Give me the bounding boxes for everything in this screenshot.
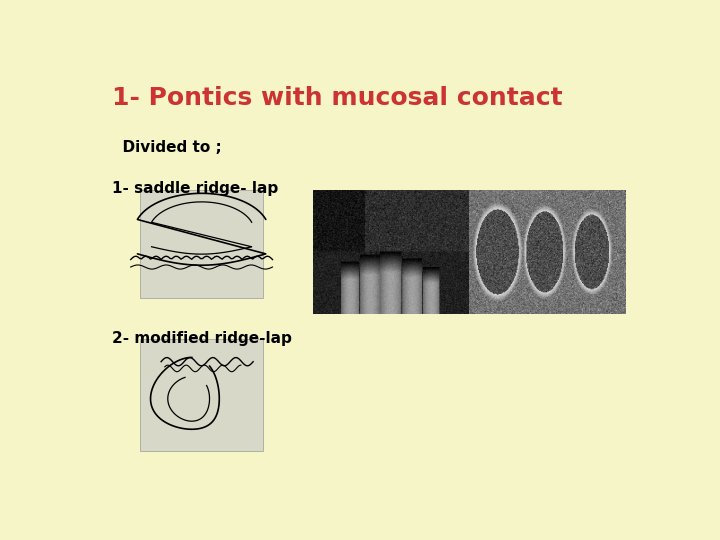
Text: 1- Pontics with mucosal contact: 1- Pontics with mucosal contact — [112, 85, 563, 110]
FancyBboxPatch shape — [140, 190, 263, 298]
Text: Divided to ;: Divided to ; — [112, 140, 222, 154]
Text: 2- modified ridge-lap: 2- modified ridge-lap — [112, 331, 292, 346]
FancyBboxPatch shape — [140, 339, 263, 451]
Text: 1- saddle ridge- lap: 1- saddle ridge- lap — [112, 181, 279, 196]
